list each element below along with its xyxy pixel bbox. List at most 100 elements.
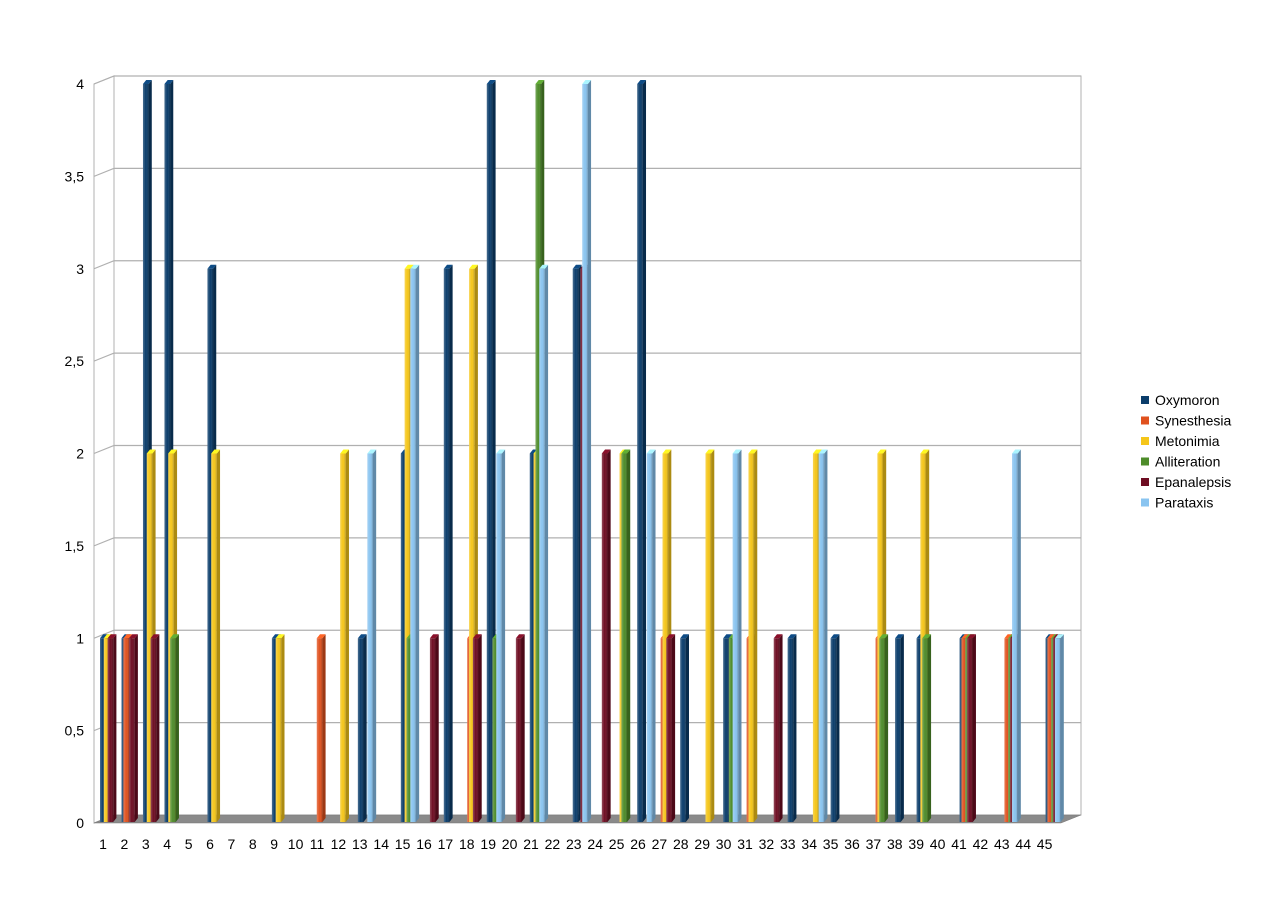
bar-side — [900, 634, 904, 822]
bar-shading — [410, 268, 416, 822]
bar-shading — [443, 268, 450, 822]
bar-shading — [967, 638, 973, 822]
bar-epanalepsis-32 — [773, 634, 783, 822]
bar-alliteration-39 — [922, 634, 932, 822]
legend-label: Alliteration — [1155, 454, 1220, 470]
bar-shading — [150, 638, 157, 822]
bars-group — [100, 80, 1064, 822]
bar-shading — [748, 453, 755, 822]
bar-top — [539, 264, 549, 269]
bar-shading — [582, 84, 588, 822]
bar-parataxis-34 — [818, 449, 828, 822]
bar-shading — [830, 638, 837, 822]
x-tick-label: 4 — [163, 836, 171, 852]
y-tick-label: 3,5 — [65, 168, 85, 184]
bar-top — [486, 80, 496, 84]
grid-line — [93, 260, 1081, 270]
x-tick-label: 9 — [270, 836, 278, 852]
x-tick-label: 12 — [331, 836, 347, 852]
x-tick-label: 41 — [951, 836, 967, 852]
bar-top — [142, 80, 152, 84]
x-tick-label: 21 — [523, 836, 539, 852]
x-tick-label: 17 — [438, 836, 454, 852]
bar-shading — [207, 268, 214, 822]
bar-top — [168, 449, 178, 454]
bar-alliteration-37 — [879, 634, 889, 822]
bar-top — [723, 634, 732, 639]
bar-top — [787, 634, 797, 639]
bar-top — [207, 264, 217, 269]
x-tick-label: 34 — [801, 836, 817, 852]
y-tick-label: 2,5 — [65, 353, 85, 369]
bar-parataxis-30 — [732, 449, 742, 822]
x-tick-label: 15 — [395, 836, 411, 852]
x-tick-label: 14 — [373, 836, 389, 852]
x-tick-label: 23 — [566, 836, 582, 852]
bar-shading — [469, 268, 475, 822]
x-tick-label: 13 — [352, 836, 368, 852]
bar-top — [129, 634, 138, 639]
grid-line — [93, 444, 1081, 455]
bar-top — [164, 80, 174, 84]
y-tick-label: 1,5 — [65, 538, 85, 554]
bar-top — [496, 449, 506, 454]
x-tick-label: 20 — [502, 836, 518, 852]
bar-shading — [515, 638, 522, 822]
bar-shading — [129, 638, 135, 822]
bar-side — [587, 80, 592, 822]
bar-side — [544, 264, 549, 822]
bar-shading — [723, 638, 729, 822]
bar-top — [773, 634, 783, 639]
bar-shading — [621, 453, 628, 822]
bar-top — [123, 634, 133, 639]
bar-parataxis-21 — [539, 264, 549, 822]
bar-side — [927, 634, 932, 822]
y-tick-label: 0,5 — [65, 723, 85, 739]
bar-shading — [666, 638, 672, 822]
x-tick-label: 28 — [673, 836, 689, 852]
bar-shading — [496, 453, 502, 822]
bar-top — [830, 634, 840, 639]
bar-parataxis-43 — [1012, 449, 1021, 822]
bar-top — [637, 80, 647, 84]
bar-shading — [601, 453, 608, 822]
bar-top — [967, 634, 976, 639]
bar-epanalepsis-1 — [107, 634, 117, 822]
bar-shading — [1047, 638, 1054, 822]
x-tick-label: 19 — [480, 836, 496, 852]
bar-shading — [123, 638, 129, 822]
bar-shading — [646, 453, 653, 822]
bar-shading — [103, 638, 110, 822]
bar-epanalepsis-41 — [967, 634, 976, 822]
legend-label: Synesthesia — [1155, 413, 1231, 429]
bar-top — [275, 634, 285, 639]
bar-shading — [316, 638, 323, 822]
bar-side — [836, 634, 840, 822]
bar-side — [175, 634, 179, 822]
bar-shading — [164, 84, 171, 822]
bar-side — [501, 449, 506, 822]
bar-shading — [472, 638, 479, 822]
x-tick-label: 30 — [716, 836, 732, 852]
bar-oxymoron-23 — [572, 264, 582, 822]
bar-shading — [107, 638, 114, 822]
bar-epanalepsis-24 — [601, 449, 611, 822]
bar-shading — [961, 638, 968, 822]
bar-side — [372, 449, 377, 822]
bar-oxymoron-26 — [637, 80, 647, 822]
x-tick-label: 25 — [609, 836, 625, 852]
legend-label: Parataxis — [1155, 495, 1213, 511]
bar-metonimia-6 — [211, 449, 221, 822]
bar-top — [920, 449, 930, 454]
bar-side — [738, 449, 742, 822]
bar-oxymoron-17 — [443, 264, 453, 822]
bar-top — [582, 80, 592, 84]
bar-metonimia-12 — [340, 449, 349, 822]
bar-epanalepsis-2 — [129, 634, 138, 822]
x-tick-label: 31 — [737, 836, 753, 852]
bar-shading — [539, 268, 545, 822]
x-tick-label: 35 — [823, 836, 839, 852]
bar-top — [877, 449, 887, 454]
legend-swatch — [1141, 437, 1149, 445]
